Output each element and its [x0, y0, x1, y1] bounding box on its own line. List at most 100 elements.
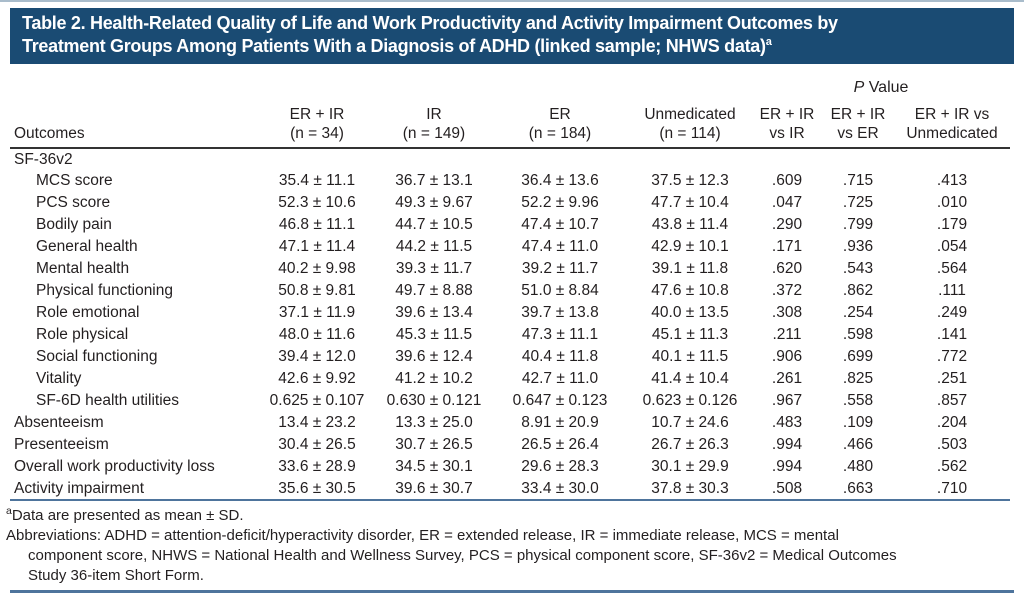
cell-value: 40.1 ± 11.5	[651, 348, 729, 365]
cell-value: 52.2 ± 9.96	[521, 194, 599, 211]
cell-value: 52.3 ± 10.6	[278, 194, 356, 211]
cell-value: 39.6 ± 13.4	[395, 304, 473, 321]
cell-value: .857	[936, 392, 968, 409]
cell-value: 34.5 ± 30.1	[395, 458, 473, 475]
cell-value: 10.7 ± 24.6	[651, 414, 729, 431]
cell-value: 42.6 ± 9.92	[278, 370, 356, 387]
cell-value: 0.630 ± 0.121	[386, 392, 482, 409]
cell-value: .171	[771, 238, 803, 255]
cell-value: .249	[936, 304, 968, 321]
cell-value: 42.7 ± 11.0	[521, 370, 599, 387]
cell-value: .308	[771, 304, 803, 321]
table-row: Mental health 40.2 ± 9.98 39.3 ± 11.7 39.2 …	[10, 258, 1010, 280]
cell-value: 35.4 ± 11.1	[278, 172, 356, 189]
cell-value: .109	[842, 414, 874, 431]
cell-value: .906	[771, 348, 803, 365]
cell-value: 41.2 ± 10.2	[395, 370, 473, 387]
row-label: Social functioning	[36, 348, 158, 365]
cell-value: 47.6 ± 10.8	[651, 282, 729, 299]
cell-value: .994	[771, 458, 803, 475]
cell-value: 30.1 ± 29.9	[651, 458, 729, 475]
cell-value: .372	[771, 282, 803, 299]
cell-value: 33.4 ± 30.0	[492, 478, 628, 501]
cell-value: .480	[842, 458, 874, 475]
cell-value: 26.5 ± 26.4	[521, 436, 599, 453]
cell-value: 39.2 ± 11.7	[521, 260, 599, 277]
column-header-unmedicated: Unmedicated (n = 114)	[628, 100, 752, 149]
cell-value	[376, 148, 492, 170]
row-label: Physical functioning	[36, 282, 173, 299]
cell-value: 44.2 ± 11.5	[395, 238, 473, 255]
cell-value: .111	[938, 282, 966, 299]
cell-value: 26.7 ± 26.3	[651, 436, 729, 453]
cell-value: 40.0 ± 13.5	[651, 304, 729, 321]
table-row: SF-36v2	[10, 148, 1010, 170]
cell-value: 0.647 ± 0.123	[512, 392, 608, 409]
cell-value: .558	[842, 392, 874, 409]
cell-value: 35.6 ± 30.5	[258, 478, 376, 501]
cell-value: .799	[842, 216, 874, 233]
cell-value: .251	[936, 370, 968, 387]
cell-value: 49.7 ± 8.88	[395, 282, 473, 299]
cell-value: 33.6 ± 28.9	[278, 458, 356, 475]
cell-value: .620	[771, 260, 803, 277]
abbreviations-note: Abbreviations: ADHD = attention-deficit/…	[6, 527, 897, 584]
table-row: SF-6D health utilities 0.625 ± 0.107 0.630…	[10, 390, 1010, 412]
cell-value: 39.6 ± 12.4	[395, 348, 473, 365]
table-row: Role physical 48.0 ± 11.6 45.3 ± 11.5 47.3 …	[10, 324, 1010, 346]
cell-value: .413	[936, 172, 968, 189]
cell-value: 13.4 ± 23.2	[278, 414, 356, 431]
cell-value: 39.1 ± 11.8	[651, 260, 729, 277]
title-footnote-marker: a	[765, 36, 772, 48]
footnote-marker: a	[6, 505, 12, 517]
cell-value: .715	[842, 172, 874, 189]
data-note: aData are presented as mean ± SD.	[6, 505, 244, 524]
table-row: Vitality 42.6 ± 9.92 41.2 ± 10.2 42.7 ± 11.…	[10, 368, 1010, 390]
row-label: PCS score	[36, 194, 111, 211]
cell-value: 39.6 ± 30.7	[376, 478, 492, 501]
cell-value: 47.1 ± 11.4	[278, 238, 356, 255]
cell-value	[894, 148, 1010, 170]
column-header-p-vs-unmedicated: ER + IR vs Unmedicated	[894, 100, 1011, 149]
cell-value: .543	[842, 260, 874, 277]
cell-value: .503	[936, 436, 968, 453]
column-header-ir: IR (n = 149)	[376, 100, 492, 149]
cell-value: .936	[842, 238, 874, 255]
cell-value: 42.9 ± 10.1	[651, 238, 729, 255]
cell-value: 39.3 ± 11.7	[395, 260, 473, 277]
cell-value: 37.1 ± 11.9	[278, 304, 356, 321]
cell-value	[492, 148, 628, 170]
cell-value: 0.625 ± 0.107	[269, 392, 365, 409]
cell-value	[752, 148, 822, 170]
cell-value: 40.2 ± 9.98	[278, 260, 356, 277]
cell-value: .290	[771, 216, 803, 233]
table-row: PCS score 52.3 ± 10.6 49.3 ± 9.67 52.2 ± 9.…	[10, 192, 1010, 214]
cell-value: .562	[936, 458, 968, 475]
cell-value: .204	[936, 414, 968, 431]
row-label: Presenteeism	[14, 436, 109, 453]
cell-value: 41.4 ± 10.4	[651, 370, 729, 387]
cell-value: 51.0 ± 8.84	[521, 282, 599, 299]
cell-value: 36.4 ± 13.6	[521, 172, 599, 189]
cell-value: .483	[771, 414, 803, 431]
table-row: Activity impairment 35.6 ± 30.5 39.6 ± 30.…	[10, 478, 1011, 501]
cell-value: 30.4 ± 26.5	[278, 436, 356, 453]
cell-value: .994	[771, 436, 803, 453]
cell-value: 48.0 ± 11.6	[278, 326, 356, 343]
cell-value: 47.4 ± 11.0	[521, 238, 599, 255]
cell-value: 30.7 ± 26.5	[395, 436, 473, 453]
row-label: SF-36v2	[14, 150, 73, 168]
column-header-p-vs-er: ER + IR vs ER	[822, 100, 894, 149]
cell-value: .047	[771, 194, 803, 211]
row-label: MCS score	[36, 172, 113, 189]
footnotes: aData are presented as mean ± SD. Abbrev…	[6, 506, 1014, 586]
pvalue-span-header: P Value	[853, 79, 909, 96]
cell-value: 47.3 ± 11.1	[521, 326, 599, 343]
cell-value: 47.4 ± 10.7	[521, 216, 599, 233]
table-title-line2: Treatment Groups Among Patients With a D…	[22, 36, 772, 56]
row-label: Overall work productivity loss	[14, 458, 215, 475]
cell-value: .254	[842, 304, 874, 321]
cell-value: 39.4 ± 12.0	[278, 348, 356, 365]
cell-value: .967	[771, 392, 803, 409]
cell-value: 47.7 ± 10.4	[651, 194, 729, 211]
